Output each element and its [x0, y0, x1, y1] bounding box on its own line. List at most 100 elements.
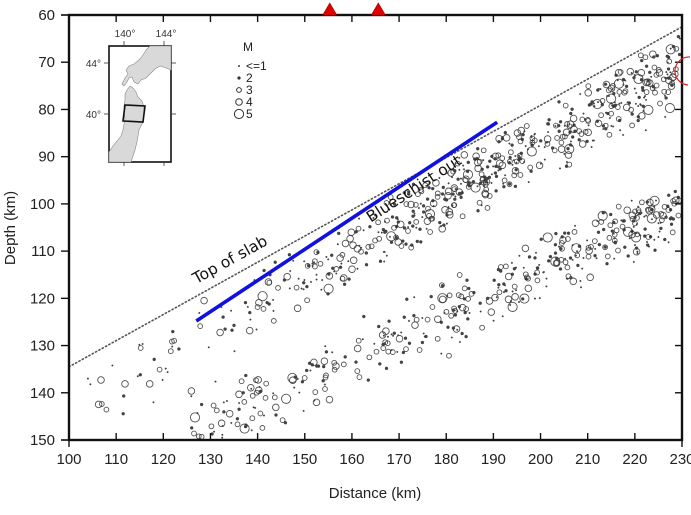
- earthquake-point: [597, 101, 600, 104]
- x-tick-label: 180: [434, 451, 459, 468]
- earthquake-point: [446, 172, 449, 175]
- earthquake-point: [419, 240, 423, 244]
- earthquake-point: [498, 161, 507, 170]
- earthquake-point: [445, 208, 454, 216]
- earthquake-point: [565, 160, 568, 163]
- earthquake-point: [634, 246, 639, 250]
- earthquake-point: [665, 44, 676, 55]
- earthquake-point: [250, 387, 253, 390]
- earthquake-point: [434, 315, 442, 323]
- earthquake-point: [377, 231, 380, 234]
- earthquake-point: [511, 172, 518, 179]
- earthquake-point: [476, 208, 480, 213]
- earthquake-point: [624, 84, 629, 89]
- earthquake-point: [496, 267, 501, 272]
- earthquake-point: [623, 245, 627, 249]
- earthquake-point: [466, 160, 470, 165]
- earthquake-point: [339, 275, 346, 282]
- earthquake-point: [475, 156, 479, 161]
- earthquake-point: [283, 421, 288, 425]
- earthquake-point: [373, 342, 376, 345]
- earthquake-point: [303, 279, 306, 282]
- earthquake-point: [480, 147, 487, 154]
- earthquake-point: [602, 244, 608, 251]
- earthquake-point: [479, 175, 486, 182]
- earthquake-point: [470, 182, 481, 193]
- earthquake-point: [424, 316, 431, 323]
- earthquake-point: [442, 223, 446, 227]
- earthquake-point: [317, 260, 324, 267]
- y-tick-label: 70: [38, 54, 55, 71]
- earthquake-point: [478, 171, 485, 178]
- earthquake-point: [471, 179, 476, 184]
- earthquake-point: [177, 347, 181, 351]
- earthquake-point: [322, 364, 326, 369]
- earthquake-point: [495, 152, 502, 159]
- earthquake-point: [622, 83, 625, 86]
- earthquake-point: [606, 93, 617, 104]
- y-tick-label: 80: [38, 101, 55, 118]
- earthquake-point: [566, 231, 571, 235]
- earthquake-point: [232, 323, 236, 328]
- earthquake-point: [558, 267, 563, 271]
- earthquake-point: [424, 334, 428, 339]
- earthquake-point: [383, 200, 390, 206]
- earthquake-point: [522, 271, 529, 278]
- inset-lon-140: 140°: [115, 29, 136, 40]
- x-tick-label: 130: [198, 451, 223, 468]
- earthquake-point: [622, 133, 625, 136]
- earthquake-point: [447, 182, 450, 185]
- earthquake-point: [559, 133, 566, 140]
- earthquake-point: [395, 334, 404, 343]
- earthquake-point: [417, 187, 424, 193]
- earthquake-point: [517, 154, 520, 157]
- x-tick-label: 150: [292, 451, 317, 468]
- hokkaido-landmass: [121, 45, 172, 87]
- earthquake-point: [260, 306, 267, 312]
- earthquake-point: [272, 392, 275, 395]
- earthquake-point: [221, 436, 224, 439]
- earthquake-point: [513, 184, 518, 189]
- earthquake-point: [592, 139, 595, 142]
- earthquake-point: [630, 199, 633, 202]
- earthquake-point: [671, 44, 676, 49]
- earthquake-point: [417, 206, 420, 209]
- earthquake-point: [485, 297, 494, 305]
- earthquake-point: [145, 380, 154, 388]
- earthquake-point: [584, 117, 591, 123]
- earthquake-point: [547, 118, 551, 122]
- earthquake-point: [249, 318, 252, 321]
- earthquake-point: [577, 138, 581, 142]
- earthquake-point: [497, 286, 500, 289]
- earthquake-point: [535, 251, 538, 254]
- earthquake-point: [305, 284, 309, 289]
- earthquake-point: [387, 319, 391, 323]
- earthquake-point: [604, 211, 607, 214]
- earthquake-point: [428, 216, 434, 222]
- earthquake-point: [137, 345, 144, 351]
- earthquake-point: [476, 199, 483, 206]
- earthquake-point: [486, 296, 490, 301]
- earthquake-point: [611, 88, 614, 91]
- earthquake-point: [461, 285, 468, 292]
- earthquake-point: [444, 187, 453, 196]
- earthquake-point: [533, 132, 536, 135]
- earthquake-point: [596, 219, 599, 222]
- earthquake-point: [427, 185, 431, 190]
- earthquake-point: [325, 395, 334, 404]
- earthquake-point: [657, 235, 660, 238]
- earthquake-point: [566, 146, 570, 151]
- earthquake-point: [562, 259, 569, 266]
- earthquake-point: [609, 212, 613, 217]
- earthquake-point: [610, 82, 616, 89]
- axes: 100 110 120 130 140 150 160 170 180 190 200 210 220 2…: [30, 7, 691, 468]
- earthquake-point: [198, 311, 201, 314]
- earthquake-point: [244, 423, 248, 428]
- earthquake-point: [524, 284, 533, 293]
- earthquake-point: [613, 237, 616, 240]
- earthquake-point: [571, 135, 575, 139]
- earthquake-point: [547, 259, 551, 263]
- earthquake-point: [441, 206, 449, 214]
- earthquake-point: [538, 297, 541, 300]
- earthquake-point: [98, 401, 105, 407]
